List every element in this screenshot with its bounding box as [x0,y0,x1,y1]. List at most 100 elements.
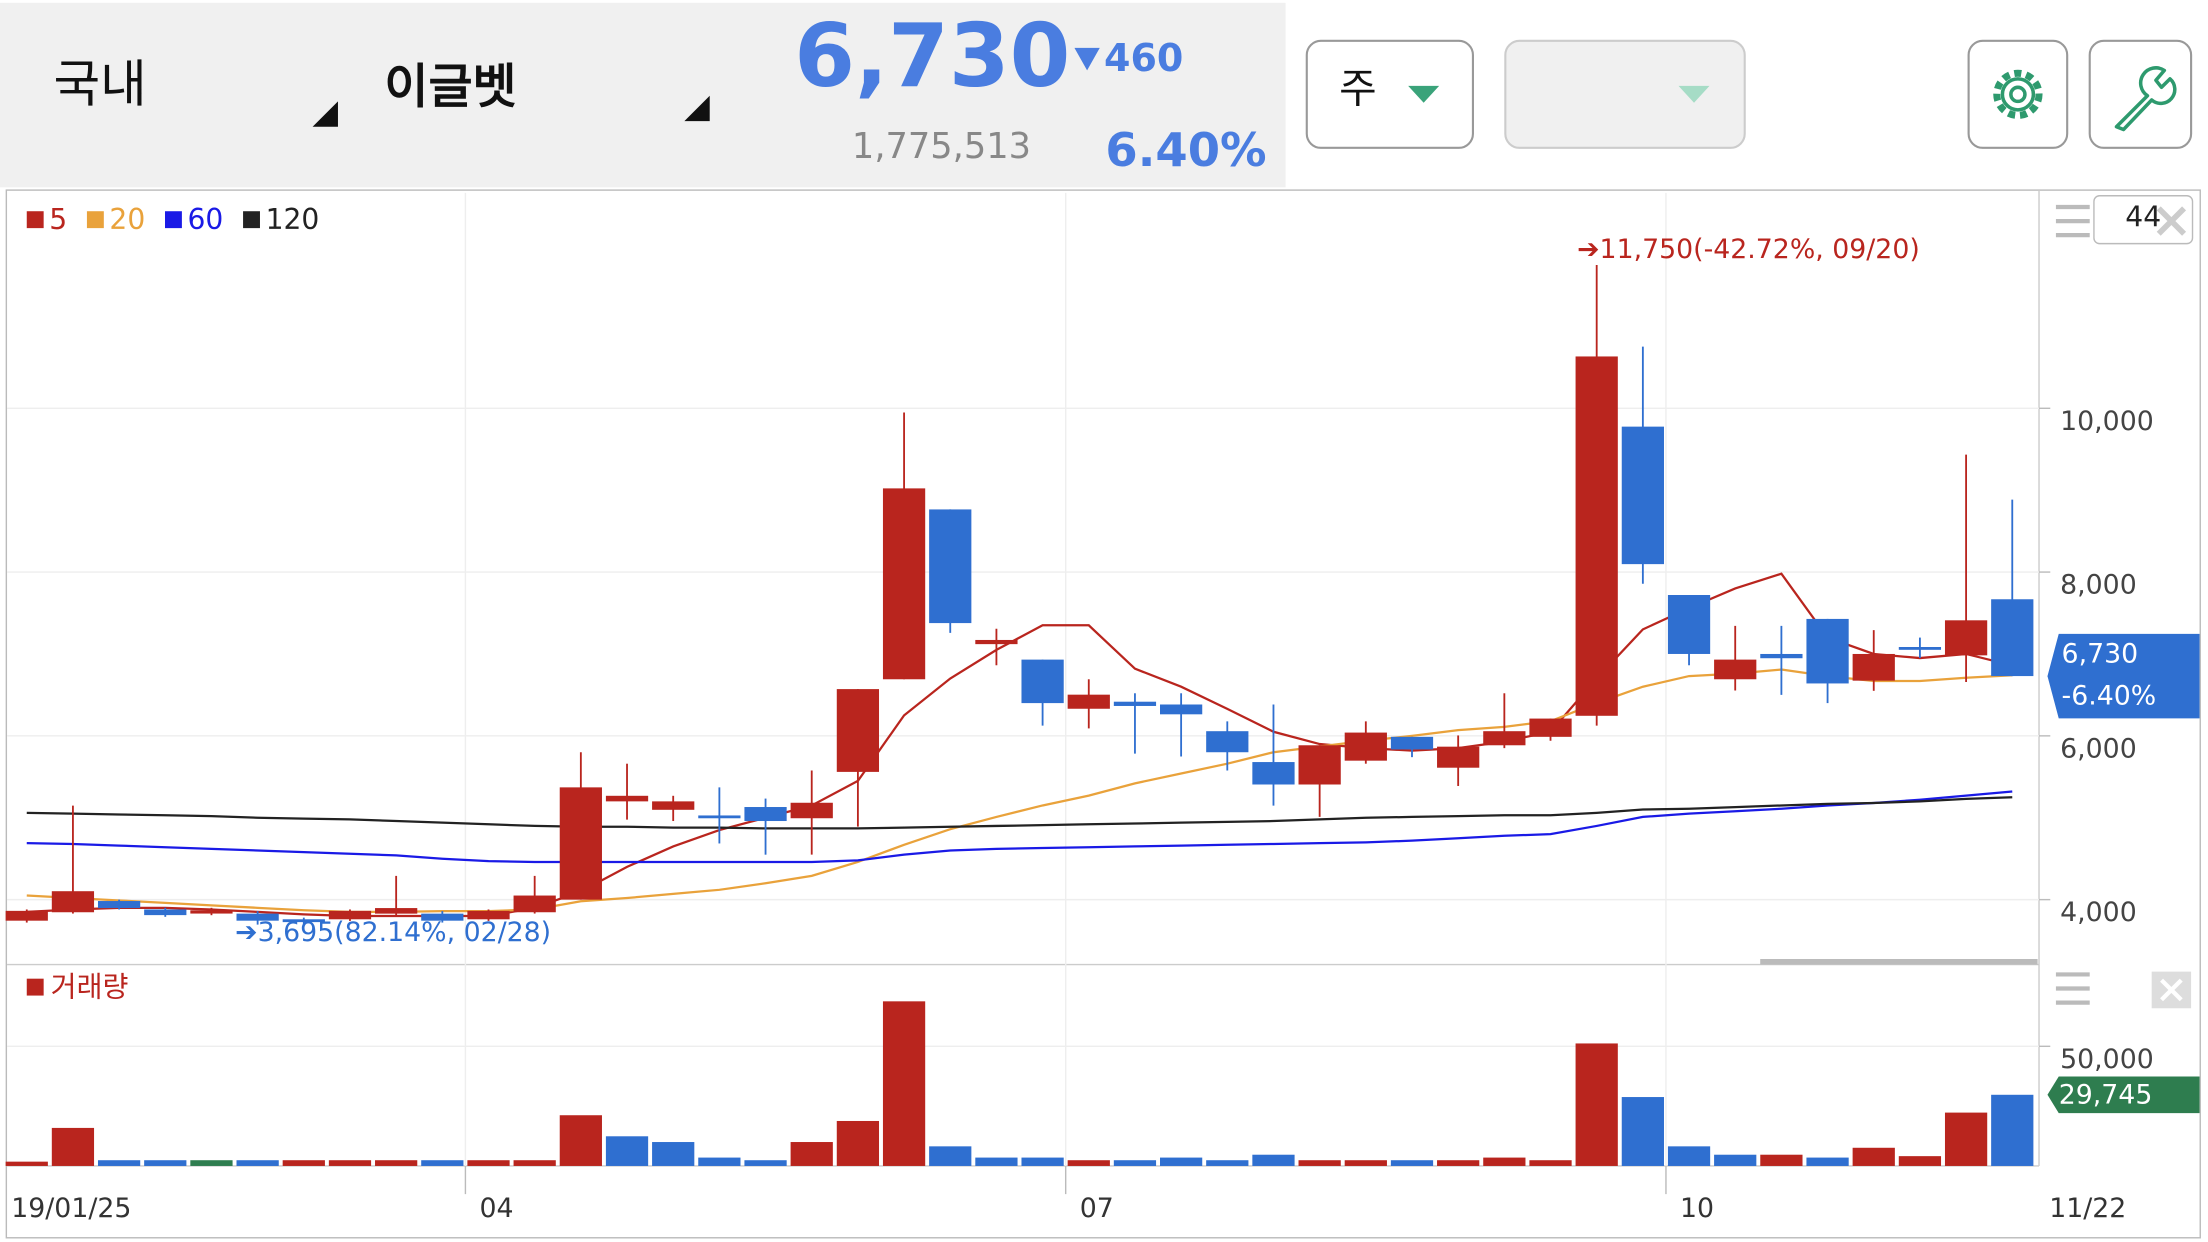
candle-body [1714,659,1757,680]
empty-select[interactable] [1504,39,1746,149]
candle-body [652,801,695,810]
candle-body [1621,426,1664,565]
candle-body [467,910,510,920]
down-icon [1074,47,1100,71]
legend-label: 120 [266,203,320,236]
low-annotation: ➔3,695(82.14%, 02/28) [235,917,551,948]
volume-bar [282,1160,325,1166]
dropdown-icon[interactable] [684,95,710,122]
candle-body [1760,653,1803,659]
high-annotation: ➔11,750(-42.72%, 09/20) [1577,234,1920,265]
candle-body [1944,620,1988,656]
x-tick-label: 07 [1080,1193,1114,1224]
volume-bar [513,1160,556,1166]
volume-bar [698,1157,741,1166]
legend-label: 20 [109,203,145,236]
price-tag [2047,633,2200,719]
dropdown-icon[interactable] [312,101,338,127]
volume-bar [97,1160,141,1166]
volume-bar [1667,1146,1711,1166]
volume-bar [1852,1147,1895,1166]
candle-body [1298,745,1341,785]
candle-body [975,639,1018,645]
volume-bar [929,1146,972,1166]
period[interactable]: 주 [1339,65,1377,113]
close-icon[interactable] [2160,978,2183,1002]
volume-bar [1760,1154,1803,1166]
candle-body [1437,746,1480,768]
volume-bar [5,1161,48,1166]
menu-icon[interactable] [2055,972,2090,1005]
volume-bar [1067,1160,1110,1166]
candle-body [929,509,972,624]
candle-body [375,908,418,914]
candle-body [1067,694,1110,709]
y-tick-label: 6,000 [2060,733,2137,764]
tool-button[interactable] [2088,39,2193,149]
volume-bar [1991,1094,2034,1166]
market[interactable]: 국내 [54,54,147,113]
legend-swatch [26,211,44,229]
header-bg [0,2,1286,188]
legend-swatch [26,978,44,996]
y-tick-label: 8,000 [2060,570,2137,601]
count: 44 [2125,200,2161,233]
candle-body [190,910,233,914]
settings-button[interactable] [1967,39,2069,149]
candle-body [1483,731,1526,746]
ma-line [26,796,2013,830]
volume-bar [744,1160,787,1166]
menu-icon[interactable] [2055,204,2090,238]
volume-bar [605,1136,649,1166]
x-tick-label: 19/01/25 [11,1193,131,1224]
candle-body [1344,732,1387,761]
candle-body [51,891,95,913]
dropdown-icon[interactable] [1678,85,1710,103]
gear-icon[interactable] [2009,85,2027,104]
volume-bar [1206,1160,1249,1166]
volume-bar [1437,1160,1480,1166]
volume-bar [1621,1097,1664,1166]
chart-frame [5,189,2201,1239]
candle-body [1991,599,2034,677]
volume-bar [1344,1160,1387,1166]
volume: 1,775,513 [852,126,1031,167]
gear-icon[interactable] [1993,69,2043,119]
wrench-icon[interactable] [2114,66,2177,132]
price-tag-value: 6,730 [2062,638,2139,669]
candle-body [1667,595,1711,654]
candle-body [1390,736,1434,750]
ma-line [26,790,2013,864]
volume-bar [1898,1156,1942,1166]
volume-bar [1529,1160,1572,1166]
candle-body [1113,701,1157,706]
candle-body [1575,356,1618,716]
volume-bar [1159,1157,1203,1166]
volume-bar [790,1142,833,1166]
candle-body [97,901,141,909]
volume-bar [882,1001,926,1166]
volume-bar [51,1127,95,1166]
volume-bar [1390,1160,1434,1166]
period-select[interactable] [1305,39,1474,149]
ma-line [26,668,2013,914]
candle-body [1252,762,1295,785]
legend-swatch [164,211,182,229]
volume-bar [328,1160,372,1166]
volume-bar [144,1160,187,1166]
dropdown-icon[interactable] [1408,85,1440,103]
volume-bar [652,1142,695,1166]
gear-icon[interactable] [2000,77,2036,112]
legend-label: 5 [49,203,67,236]
volume-bar [1806,1157,1849,1166]
volume-bar [1714,1154,1757,1166]
candle-body [1852,653,1895,681]
stock-name[interactable]: 이글벳 [384,60,516,115]
legend-label: 거래량 [51,971,129,1004]
volume-tag-label: 29,745 [2059,1080,2153,1111]
candle-body [421,913,464,921]
candle-body [882,488,926,680]
close-icon[interactable] [2156,206,2187,236]
count-box[interactable] [2093,195,2194,245]
